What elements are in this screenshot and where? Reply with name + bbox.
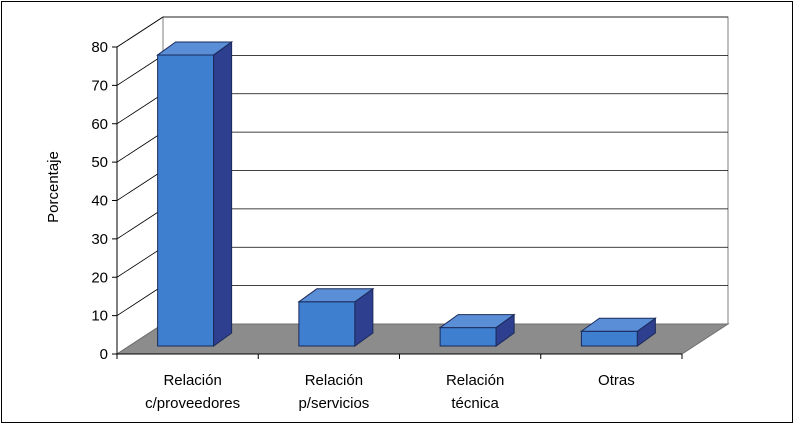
y-tick-label: 20 [91, 269, 108, 286]
x-category-label: Otras [598, 372, 635, 389]
x-category-label: c/proveedores [145, 395, 240, 412]
y-tick-label: 30 [91, 231, 108, 248]
x-category-label: Relación [305, 372, 363, 389]
gridline-side [116, 16, 164, 48]
bar-top [297, 288, 375, 303]
bar-top [156, 41, 234, 56]
gridline-side [116, 55, 164, 86]
gridline-side [116, 131, 164, 163]
gridline-side [116, 93, 164, 125]
x-category-label: Relación [446, 372, 504, 389]
bars [156, 40, 657, 347]
y-tick-label: 60 [91, 116, 108, 133]
gridlines [116, 16, 728, 316]
gridline-side [116, 246, 164, 278]
gridline-side [116, 285, 164, 316]
gridline-side [116, 170, 164, 201]
bar-side [213, 40, 233, 347]
x-category-label: técnica [451, 395, 499, 412]
x-axis: Relación c/proveedores Relación p/servicios… [116, 353, 683, 412]
y-tick-label: 0 [100, 346, 108, 363]
y-axis-title-group: Porcentaje [45, 151, 62, 223]
bar-front [580, 330, 638, 347]
y-tick-label: 70 [91, 77, 108, 94]
bar-top [438, 314, 516, 329]
bar [297, 287, 375, 347]
bar-front [157, 54, 215, 347]
bar-front [439, 327, 497, 347]
bar-top [579, 317, 657, 332]
bar-front [298, 301, 356, 347]
bar [438, 313, 516, 347]
gridline-side [116, 208, 164, 240]
y-tick-label: 40 [91, 193, 108, 210]
y-tick-label: 80 [91, 39, 108, 56]
x-category-label: Relación [163, 372, 221, 389]
y-axis-title: Porcentaje [45, 151, 62, 223]
y-axis: 0 10 20 30 40 50 60 70 80 [91, 39, 118, 363]
y-tick-label: 10 [91, 308, 108, 325]
bar [579, 317, 657, 347]
bar [156, 40, 234, 347]
x-category-label: p/servicios [298, 395, 369, 412]
y-tick-label: 50 [91, 154, 108, 171]
